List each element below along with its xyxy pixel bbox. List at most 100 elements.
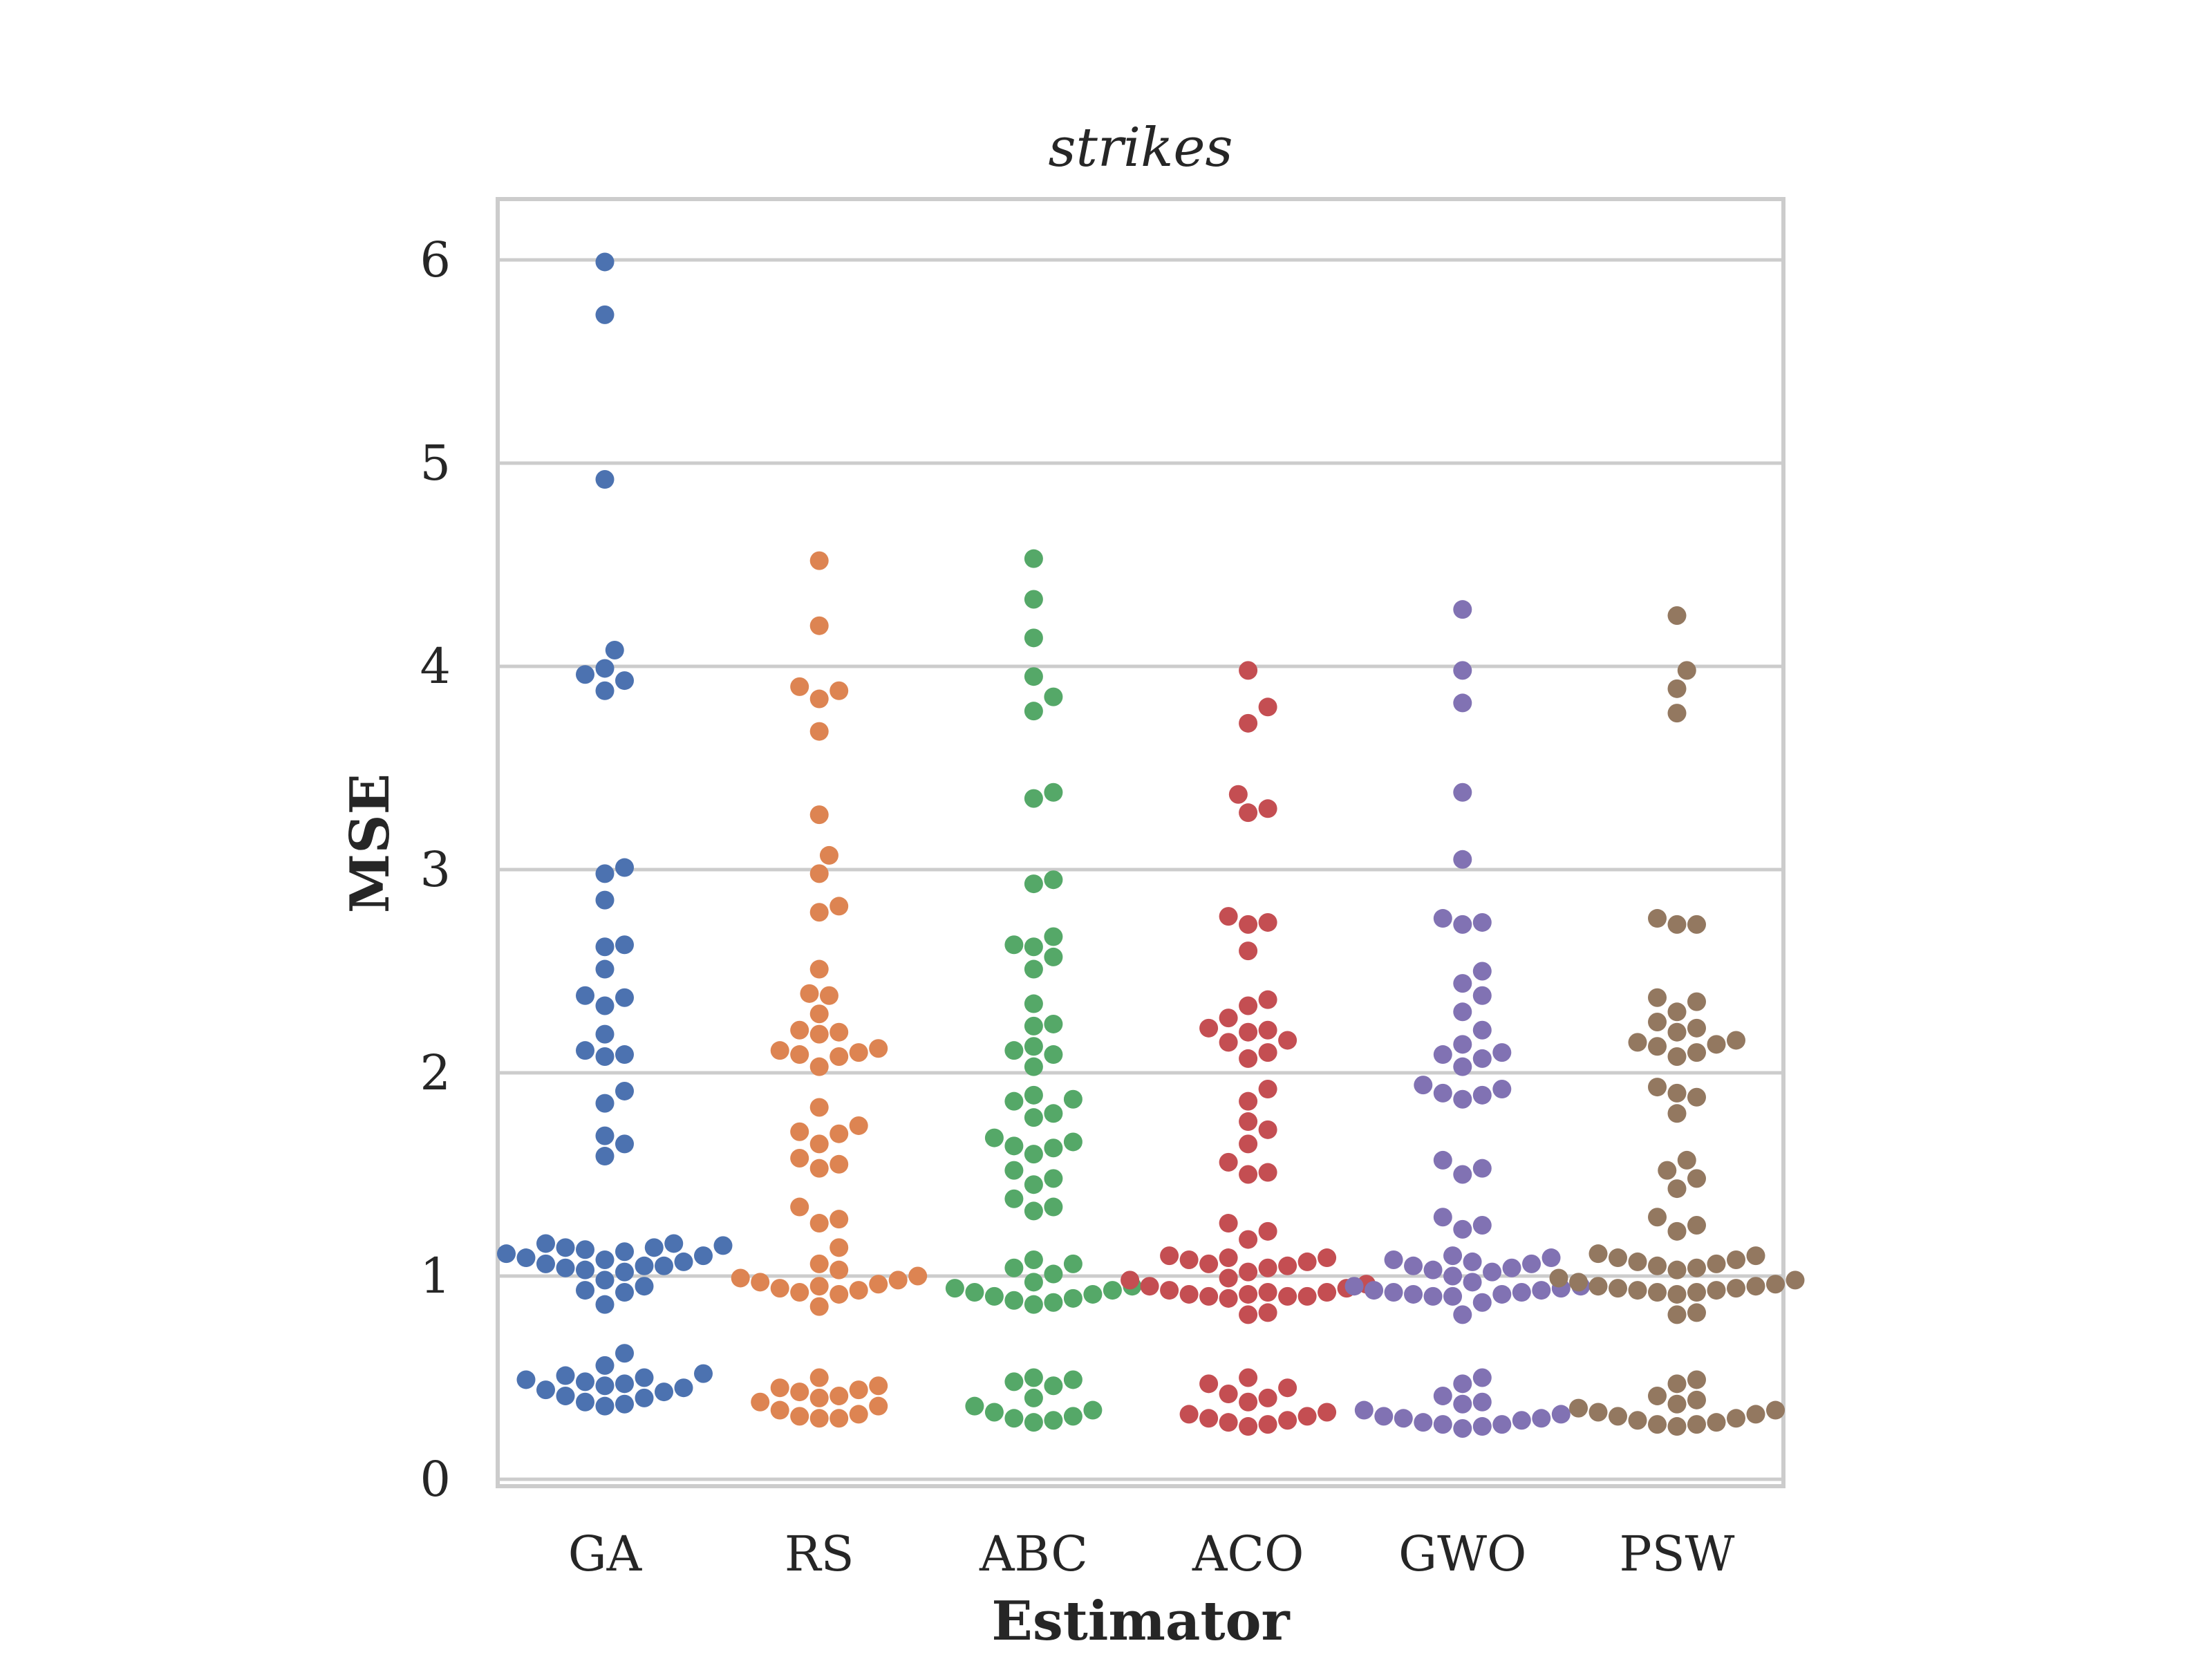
data-point-abc (1044, 687, 1063, 706)
data-point-ga (615, 935, 634, 955)
data-points (497, 252, 1805, 1438)
data-point-ga (497, 1244, 516, 1264)
data-point-abc (1044, 1014, 1063, 1033)
x-tick-label-rs: RS (785, 1526, 854, 1582)
data-point-gwo (1453, 915, 1472, 934)
data-point-rs (830, 681, 849, 700)
data-point-psw (1648, 1283, 1667, 1302)
data-point-abc (965, 1396, 984, 1416)
data-point-psw (1707, 1281, 1726, 1300)
data-point-ga (576, 1240, 594, 1259)
data-point-aco (1219, 1214, 1238, 1233)
gridlines (498, 258, 1783, 1481)
data-point-abc (1004, 1136, 1024, 1156)
data-point-ga (595, 1250, 615, 1269)
x-tick-labels: GA RS ABC ACO GWO PSW (568, 1526, 1735, 1582)
data-point-aco (1258, 912, 1277, 932)
data-point-aco (1239, 1305, 1258, 1324)
data-point-abc (1004, 935, 1024, 955)
data-point-abc (1024, 959, 1043, 979)
data-point-abc (1024, 1388, 1043, 1407)
data-point-aco (1199, 1018, 1219, 1038)
data-point-aco (1278, 1031, 1297, 1050)
data-point-rs (800, 984, 819, 1003)
data-point-ga (536, 1380, 555, 1400)
data-point-psw (1658, 1161, 1677, 1180)
data-point-ga (635, 1256, 654, 1275)
data-point-gwo (1423, 1260, 1443, 1280)
data-point-psw (1648, 988, 1667, 1007)
data-point-rs (790, 1283, 809, 1302)
data-point-rs (790, 1382, 809, 1402)
data-point-aco (1121, 1271, 1140, 1290)
data-point-aco (1239, 713, 1258, 733)
data-point-aco (1160, 1246, 1179, 1266)
data-point-rs (809, 1159, 829, 1178)
data-point-psw (1667, 1179, 1687, 1199)
data-point-ga (595, 1376, 615, 1396)
data-point-gwo (1394, 1409, 1413, 1428)
y-tick-label: 2 (420, 1044, 451, 1101)
data-point-abc (1024, 1037, 1043, 1056)
data-point-rs (790, 1045, 809, 1065)
data-point-psw (1727, 1250, 1745, 1269)
data-point-abc (1024, 1273, 1043, 1292)
data-point-psw (1648, 1078, 1667, 1097)
data-point-ga (576, 665, 594, 684)
data-point-psw (1687, 1370, 1706, 1389)
data-point-gwo (1532, 1409, 1551, 1428)
data-point-aco (1239, 915, 1258, 934)
data-point-gwo (1463, 1252, 1482, 1271)
data-point-abc (1024, 937, 1043, 957)
data-point-aco (1239, 1091, 1258, 1111)
data-point-ga (595, 1271, 615, 1290)
data-point-aco (1179, 1250, 1199, 1269)
data-point-ga (674, 1378, 693, 1398)
data-point-rs (809, 1024, 829, 1044)
data-point-aco (1219, 1288, 1238, 1308)
data-point-gwo (1423, 1286, 1443, 1306)
data-point-psw (1667, 1284, 1687, 1304)
data-point-abc (1004, 1258, 1024, 1277)
data-point-psw (1766, 1400, 1785, 1420)
data-point-rs (830, 1154, 849, 1174)
data-point-psw (1609, 1248, 1627, 1268)
data-point-rs (830, 1210, 849, 1229)
data-point-psw (1549, 1268, 1568, 1288)
data-point-abc (1044, 1104, 1063, 1123)
data-point-ga (615, 1134, 634, 1154)
data-point-psw (1667, 1394, 1687, 1414)
data-point-abc (984, 1128, 1004, 1147)
data-point-abc (1063, 1288, 1082, 1308)
data-point-psw (1628, 1281, 1647, 1300)
data-point-gwo (1472, 1417, 1492, 1436)
data-point-psw (1609, 1407, 1627, 1426)
data-point-rs (790, 1122, 809, 1141)
data-point-aco (1239, 1368, 1258, 1387)
data-point-abc (1024, 874, 1043, 894)
data-point-psw (1667, 704, 1687, 723)
data-point-psw (1687, 1390, 1706, 1409)
data-point-ga (556, 1366, 575, 1385)
data-point-psw (1677, 1150, 1696, 1170)
y-tick-labels: 0 1 2 3 4 5 6 (420, 232, 451, 1508)
data-point-ga (595, 959, 615, 979)
data-point-aco (1258, 1415, 1277, 1434)
data-point-abc (1044, 927, 1063, 946)
data-point-rs (809, 616, 829, 635)
data-point-psw (1687, 992, 1706, 1011)
data-point-ga (595, 1396, 615, 1416)
data-point-gwo (1472, 962, 1492, 981)
data-point-psw (1746, 1277, 1765, 1296)
data-point-abc (1063, 1370, 1082, 1389)
data-point-gwo (1472, 1020, 1492, 1040)
data-point-ga (536, 1254, 555, 1273)
data-point-aco (1199, 1286, 1219, 1306)
data-point-abc (1004, 1189, 1024, 1208)
data-point-aco (1179, 1405, 1199, 1424)
data-point-ga (595, 864, 615, 883)
data-point-aco (1258, 1163, 1277, 1182)
data-point-ga (615, 1045, 634, 1065)
data-point-abc (1103, 1281, 1122, 1300)
data-point-ga (576, 1372, 594, 1391)
